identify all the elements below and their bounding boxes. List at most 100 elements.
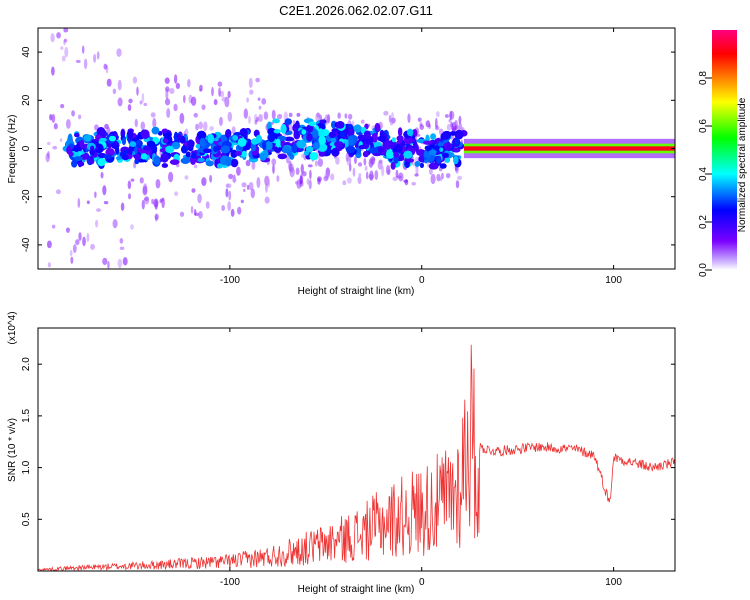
spectrogram-speckle	[120, 202, 125, 211]
spectrogram-speckle	[285, 155, 290, 164]
spectrogram-speckle	[240, 199, 244, 204]
spectrogram-speckle	[51, 113, 56, 123]
spectrogram-speckle	[392, 176, 398, 182]
spectrogram-speckle	[103, 200, 109, 205]
spectrogram-speckle	[164, 98, 171, 106]
spectrogram-speckle	[309, 169, 312, 180]
spectrogram-speckle	[455, 180, 460, 189]
spectrogram-speckle	[86, 200, 90, 205]
spectrogram-blob	[331, 147, 340, 157]
spectrogram-blob	[385, 149, 395, 159]
spectrogram-speckle	[78, 114, 82, 120]
spectrogram-speckle	[255, 77, 260, 83]
spectrogram-speckle	[201, 104, 206, 111]
spectrogram-blob	[250, 142, 257, 152]
spectrogram-speckle	[201, 177, 207, 187]
spectrogram-speckle	[258, 105, 262, 110]
spectrogram-speckle	[383, 110, 389, 116]
spectrogram-speckle	[168, 171, 174, 183]
spectrogram-blob	[308, 121, 317, 127]
spectrogram-speckle	[435, 117, 438, 129]
spectrogram-speckle	[246, 97, 249, 103]
spectrogram-speckle	[136, 86, 139, 96]
spectrogram-speckle	[183, 94, 186, 104]
spectrogram-speckle	[184, 175, 189, 180]
spectrogram-speckle	[198, 121, 204, 130]
spectrogram-speckle	[139, 100, 143, 105]
spectrogram-blob	[453, 155, 459, 165]
spectrogram-speckle	[360, 119, 365, 124]
spectrogram-speckle	[368, 173, 374, 180]
spectrogram-speckle	[254, 119, 258, 125]
spectrogram-blob	[362, 150, 369, 158]
spectrogram-speckle	[70, 256, 74, 264]
spectrogram-speckle	[117, 79, 122, 91]
spectrogram-speckle	[374, 169, 379, 181]
spectrogram-blob	[160, 152, 169, 163]
spectrogram-speckle	[381, 165, 385, 177]
spectrogram-blob	[165, 145, 175, 154]
spectrogram-blob	[121, 137, 127, 146]
spectrogram-speckle	[430, 173, 436, 185]
spectrogram-speckle	[117, 258, 123, 269]
spectrogram-blob	[262, 140, 267, 151]
spectrogram-blob	[146, 140, 156, 147]
spectrogram-speckle	[228, 173, 234, 180]
spectrogram-blob	[195, 143, 201, 149]
spectrogram-speckle	[103, 63, 108, 70]
spectrogram-speckle	[134, 118, 138, 128]
spectrogram-speckle	[352, 167, 356, 177]
snr-ytick-label: 1.5	[21, 409, 32, 423]
spectrogram-speckle	[199, 88, 203, 92]
spectrogram-speckle	[245, 159, 251, 167]
spectrogram-speckle	[96, 51, 100, 60]
spectrogram-blob	[71, 159, 78, 168]
spectrogram-speckle	[358, 173, 362, 177]
spectrogram-blob	[140, 129, 150, 139]
snr-ytick-label: 0.5	[21, 512, 32, 526]
spectrogram-speckle	[295, 167, 300, 175]
spectrogram-blob	[305, 124, 314, 133]
spectrogram-speckle	[299, 175, 303, 185]
spectrogram-speckle	[256, 177, 261, 189]
snr-xtick-label: 0	[419, 577, 425, 588]
spectrogram-blob	[230, 149, 238, 158]
spectrogram-blob	[237, 137, 247, 147]
spectrogram-speckle	[337, 112, 341, 119]
spectrogram-blob	[136, 139, 141, 146]
spectrogram-speckle	[289, 167, 295, 178]
spectrogram-speckle	[221, 96, 227, 102]
spectrogram-speckle	[86, 232, 90, 243]
spectrogram-blob	[191, 152, 197, 159]
spectrogram-speckle	[209, 126, 214, 131]
spectrogram-blob	[357, 134, 366, 141]
spectrogram-speckle	[347, 113, 353, 120]
spectrogram-blob	[267, 132, 276, 143]
spectrogram-speckle	[230, 208, 235, 217]
spectrogram-speckle	[250, 188, 255, 199]
spectrogram-blob	[108, 135, 117, 142]
spectrogram-blob	[225, 129, 232, 138]
spectrogram-blob	[280, 124, 287, 134]
spectrogram-speckle	[323, 176, 329, 182]
spectrogram-speckle	[164, 77, 170, 84]
spectrogram-speckle	[348, 163, 352, 172]
spectrogram-speckle	[225, 188, 229, 198]
spectrogram-speckle	[179, 211, 185, 217]
colorbar-bar	[712, 30, 737, 270]
spectrogram-speckle	[248, 115, 251, 124]
spectrogram-speckle	[219, 116, 223, 127]
spectrogram-blob	[430, 133, 437, 141]
spectrogram-speckle	[385, 164, 391, 175]
spectrogram-blob	[134, 153, 141, 161]
spectrogram-speckle	[417, 117, 422, 122]
spectrogram-speckle	[190, 205, 194, 214]
spectrogram-blob	[446, 141, 451, 152]
snr-series-line	[38, 344, 675, 571]
spectrogram-speckle	[127, 180, 132, 190]
spectrogram-blob	[358, 144, 367, 150]
spectrogram-blob	[377, 146, 384, 153]
colorbar-tick-label: 0.2	[698, 215, 709, 229]
colorbar-tick-label: 0.0	[698, 263, 709, 277]
spectrogram-blob	[454, 137, 460, 146]
